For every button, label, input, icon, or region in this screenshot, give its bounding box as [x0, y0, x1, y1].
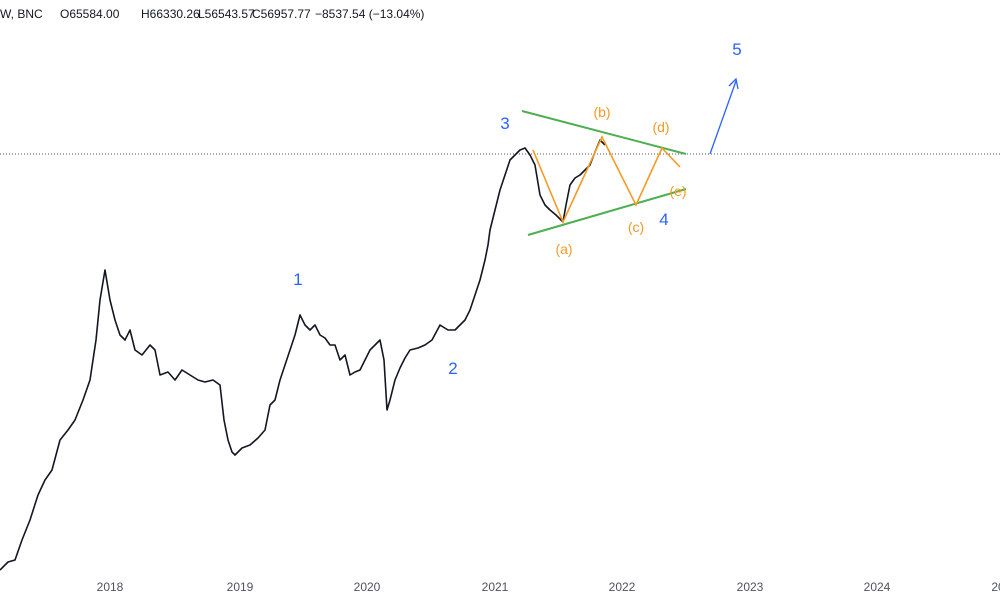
high: H66330.26: [141, 7, 200, 21]
x-axis-label: 2023: [737, 580, 764, 594]
wave-path: [532, 135, 681, 224]
subwave-label: (b): [593, 104, 610, 120]
change: −8537.54 (−13.04%): [315, 7, 424, 21]
low: L56543.57: [198, 7, 255, 21]
wave-label: 3: [500, 114, 509, 133]
x-axis-label: 2022: [609, 580, 636, 594]
price-series: [0, 139, 606, 571]
x-axis-label: 2024: [864, 580, 891, 594]
subwave-label: (d): [652, 119, 669, 135]
x-axis-label: 2020: [354, 580, 381, 594]
x-axis-label: 2018: [97, 580, 124, 594]
trendline-lower: [527, 188, 687, 236]
wave-label: 1: [293, 270, 302, 289]
subwave-label: (e): [669, 183, 686, 199]
wave-label: 4: [659, 210, 668, 229]
close: C56957.77: [252, 7, 311, 21]
x-axis-label: 2019: [227, 580, 254, 594]
wave-label: 5: [732, 40, 741, 59]
subwave-label: (c): [628, 219, 644, 235]
x-axis-label: 20: [991, 580, 1000, 594]
arrow-head: [728, 77, 739, 90]
x-axis-label: 2021: [482, 580, 509, 594]
trendline-upper: [521, 110, 687, 155]
subwave-label: (a): [555, 241, 572, 257]
open: O65584.00: [60, 7, 120, 21]
wave-arrow: [709, 80, 737, 155]
symbol: W, BNC: [0, 7, 43, 21]
wave-label: 2: [448, 359, 457, 378]
